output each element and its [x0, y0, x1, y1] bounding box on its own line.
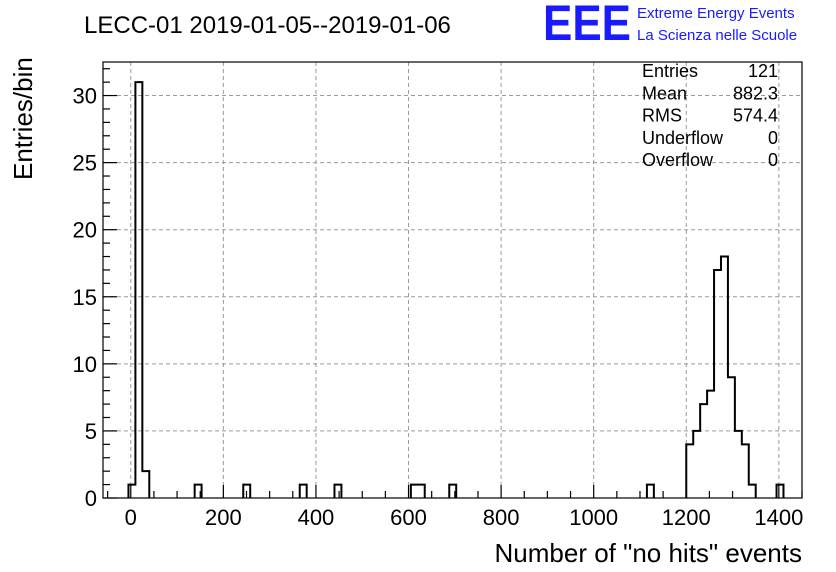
histogram-bin — [128, 485, 135, 498]
y-tick-label: 10 — [73, 352, 97, 377]
x-tick-label: 1400 — [754, 505, 803, 530]
histogram-bin — [418, 485, 425, 498]
stats-value: 574.4 — [733, 106, 778, 126]
x-tick-label: 600 — [390, 505, 427, 530]
logo-line-2: La Scienza nelle Scuole — [637, 27, 797, 44]
stats-value: 0 — [768, 150, 778, 170]
histogram-bin — [334, 485, 341, 498]
x-axis-title: Number of "no hits" events — [495, 538, 803, 568]
y-tick-label: 20 — [73, 218, 97, 243]
histogram-bin — [714, 270, 721, 498]
histogram-bin — [707, 391, 714, 498]
stats-value: 882.3 — [733, 83, 778, 103]
x-tick-label: 1200 — [662, 505, 711, 530]
histogram-bin — [728, 377, 735, 498]
stats-label: Underflow — [642, 128, 724, 148]
stats-value: 121 — [748, 61, 778, 81]
stats-label: Overflow — [642, 150, 714, 170]
y-tick-label: 15 — [73, 285, 97, 310]
histogram-bin — [135, 82, 142, 498]
histogram-bin — [647, 485, 654, 498]
stats-label: Entries — [642, 61, 698, 81]
x-axis-ticks: 0 200 400 600 800 1000 1200 1400 — [107, 485, 803, 530]
stats-label: RMS — [642, 106, 682, 126]
histogram-bin — [700, 404, 707, 498]
x-tick-label: 400 — [298, 505, 335, 530]
histogram-bin — [142, 471, 149, 498]
x-tick-label: 800 — [483, 505, 520, 530]
y-tick-label: 30 — [73, 84, 97, 109]
y-axis-title: Entries/bin — [8, 57, 38, 180]
x-tick-label: 0 — [125, 505, 137, 530]
histogram-bin — [411, 485, 418, 498]
histogram-outline — [127, 81, 785, 498]
chart-title: LECC-01 2019-01-05--2019-01-06 — [84, 12, 451, 39]
eee-logo-mark: EEE — [543, 0, 631, 51]
stats-value: 0 — [768, 128, 778, 148]
plot-frame — [102, 61, 803, 499]
histogram-bin — [749, 485, 756, 498]
x-tick-label: 1000 — [569, 505, 618, 530]
histogram-bin — [300, 485, 307, 498]
histogram-bin — [777, 485, 784, 498]
histogram-bin — [686, 444, 693, 498]
y-tick-label: 25 — [73, 151, 97, 176]
stats-box: Entries 121 Mean 882.3 RMS 574.4 Underflow 0 Ove… — [642, 61, 778, 170]
x-tick-label: 200 — [205, 505, 242, 530]
y-tick-label: 5 — [85, 419, 97, 444]
histogram-bin — [693, 431, 700, 498]
y-axis-ticks: 0 5 10 15 20 25 30 — [73, 68, 117, 511]
y-tick-label: 0 — [85, 486, 97, 511]
histogram-bin — [742, 444, 749, 498]
logo-line-1: Extreme Energy Events — [637, 5, 795, 22]
histogram-bin — [721, 257, 728, 498]
histogram-bin — [735, 431, 742, 498]
stats-label: Mean — [642, 83, 687, 103]
eee-logo: EEE Extreme Energy Events La Scienza nel… — [543, 0, 797, 51]
